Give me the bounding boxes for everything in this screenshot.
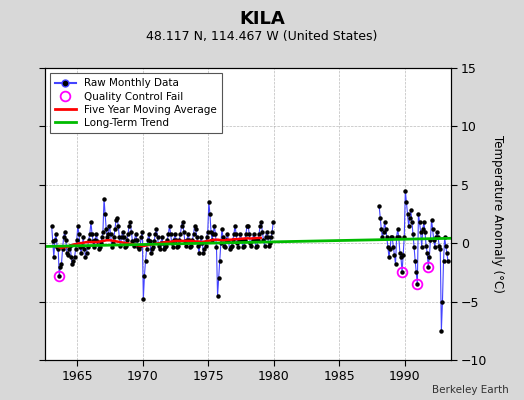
Text: 48.117 N, 114.467 W (United States): 48.117 N, 114.467 W (United States) (146, 30, 378, 43)
Text: KILA: KILA (239, 10, 285, 28)
Y-axis label: Temperature Anomaly (°C): Temperature Anomaly (°C) (491, 135, 504, 293)
Legend: Raw Monthly Data, Quality Control Fail, Five Year Moving Average, Long-Term Tren: Raw Monthly Data, Quality Control Fail, … (50, 73, 222, 133)
Text: Berkeley Earth: Berkeley Earth (432, 385, 508, 395)
